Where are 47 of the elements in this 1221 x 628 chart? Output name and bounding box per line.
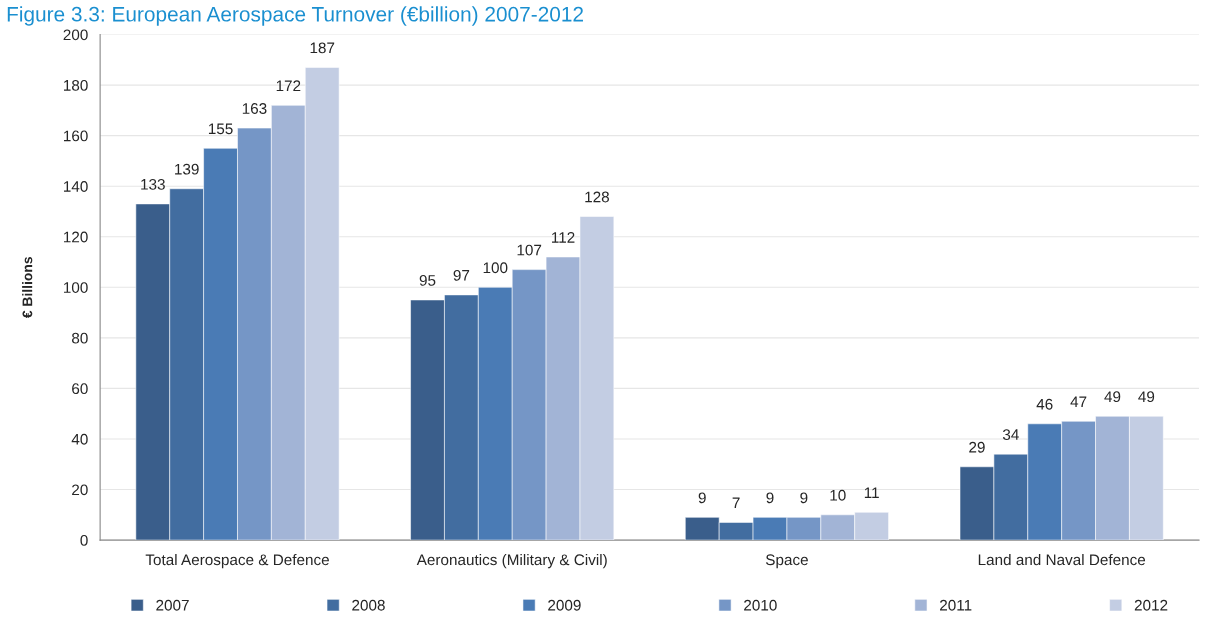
y-tick-label: 160: [63, 130, 88, 142]
data-label: 128: [585, 191, 609, 203]
y-tick-label: 60: [72, 383, 88, 395]
x-tick-label: Total Aerospace & Defence: [145, 553, 329, 569]
x-tick-label: Space: [765, 554, 808, 569]
data-label: 47: [1070, 396, 1087, 407]
data-label: 11: [864, 487, 879, 498]
x-tick-label: Land and Naval Defence: [978, 553, 1146, 566]
y-axis-title: € Billions: [22, 257, 33, 319]
legend-label: 2012: [1134, 599, 1168, 611]
data-label: 10: [830, 489, 846, 501]
legend-label: 2008: [352, 599, 385, 611]
data-label: 9: [698, 492, 706, 504]
data-label: 97: [453, 269, 470, 281]
data-label: 95: [419, 275, 436, 286]
data-label: 34: [1002, 429, 1019, 441]
data-label: 46: [1036, 398, 1053, 410]
data-label: 187: [310, 42, 335, 54]
y-tick-label: 140: [63, 181, 88, 192]
data-label: 7: [732, 497, 740, 509]
data-label: 112: [552, 232, 575, 243]
legend-label: 2009: [548, 599, 581, 611]
data-label: 133: [141, 178, 165, 190]
legend-label: 2007: [156, 599, 189, 611]
legend-label: 2011: [940, 599, 972, 611]
data-label: 172: [276, 80, 301, 92]
data-label: 100: [483, 262, 508, 274]
y-tick-label: 100: [63, 282, 88, 293]
chart-title: Figure 3.3: European Aerospace Turnover (€billion) 2007-2012: [7, 6, 583, 26]
data-label: 139: [175, 163, 199, 175]
data-label: 163: [242, 103, 267, 114]
legend-label: 2010: [744, 599, 777, 611]
data-label: 29: [969, 441, 985, 453]
y-tick-label: 120: [63, 231, 88, 243]
data-label: 49: [1104, 391, 1121, 403]
data-label: 9: [766, 492, 774, 504]
data-label: 155: [208, 123, 233, 135]
data-label: 107: [517, 244, 542, 256]
y-tick-label: 80: [71, 332, 88, 344]
y-tick-label: 200: [63, 29, 88, 41]
x-tick-label: Aeronautics (Military & Civil): [416, 553, 607, 569]
data-label: 49: [1138, 391, 1155, 403]
y-tick-label: 40: [71, 433, 88, 445]
y-tick-label: 0: [80, 534, 88, 546]
y-tick-label: 20: [72, 484, 88, 496]
data-label: 9: [800, 492, 808, 504]
y-tick-label: 180: [63, 79, 88, 91]
